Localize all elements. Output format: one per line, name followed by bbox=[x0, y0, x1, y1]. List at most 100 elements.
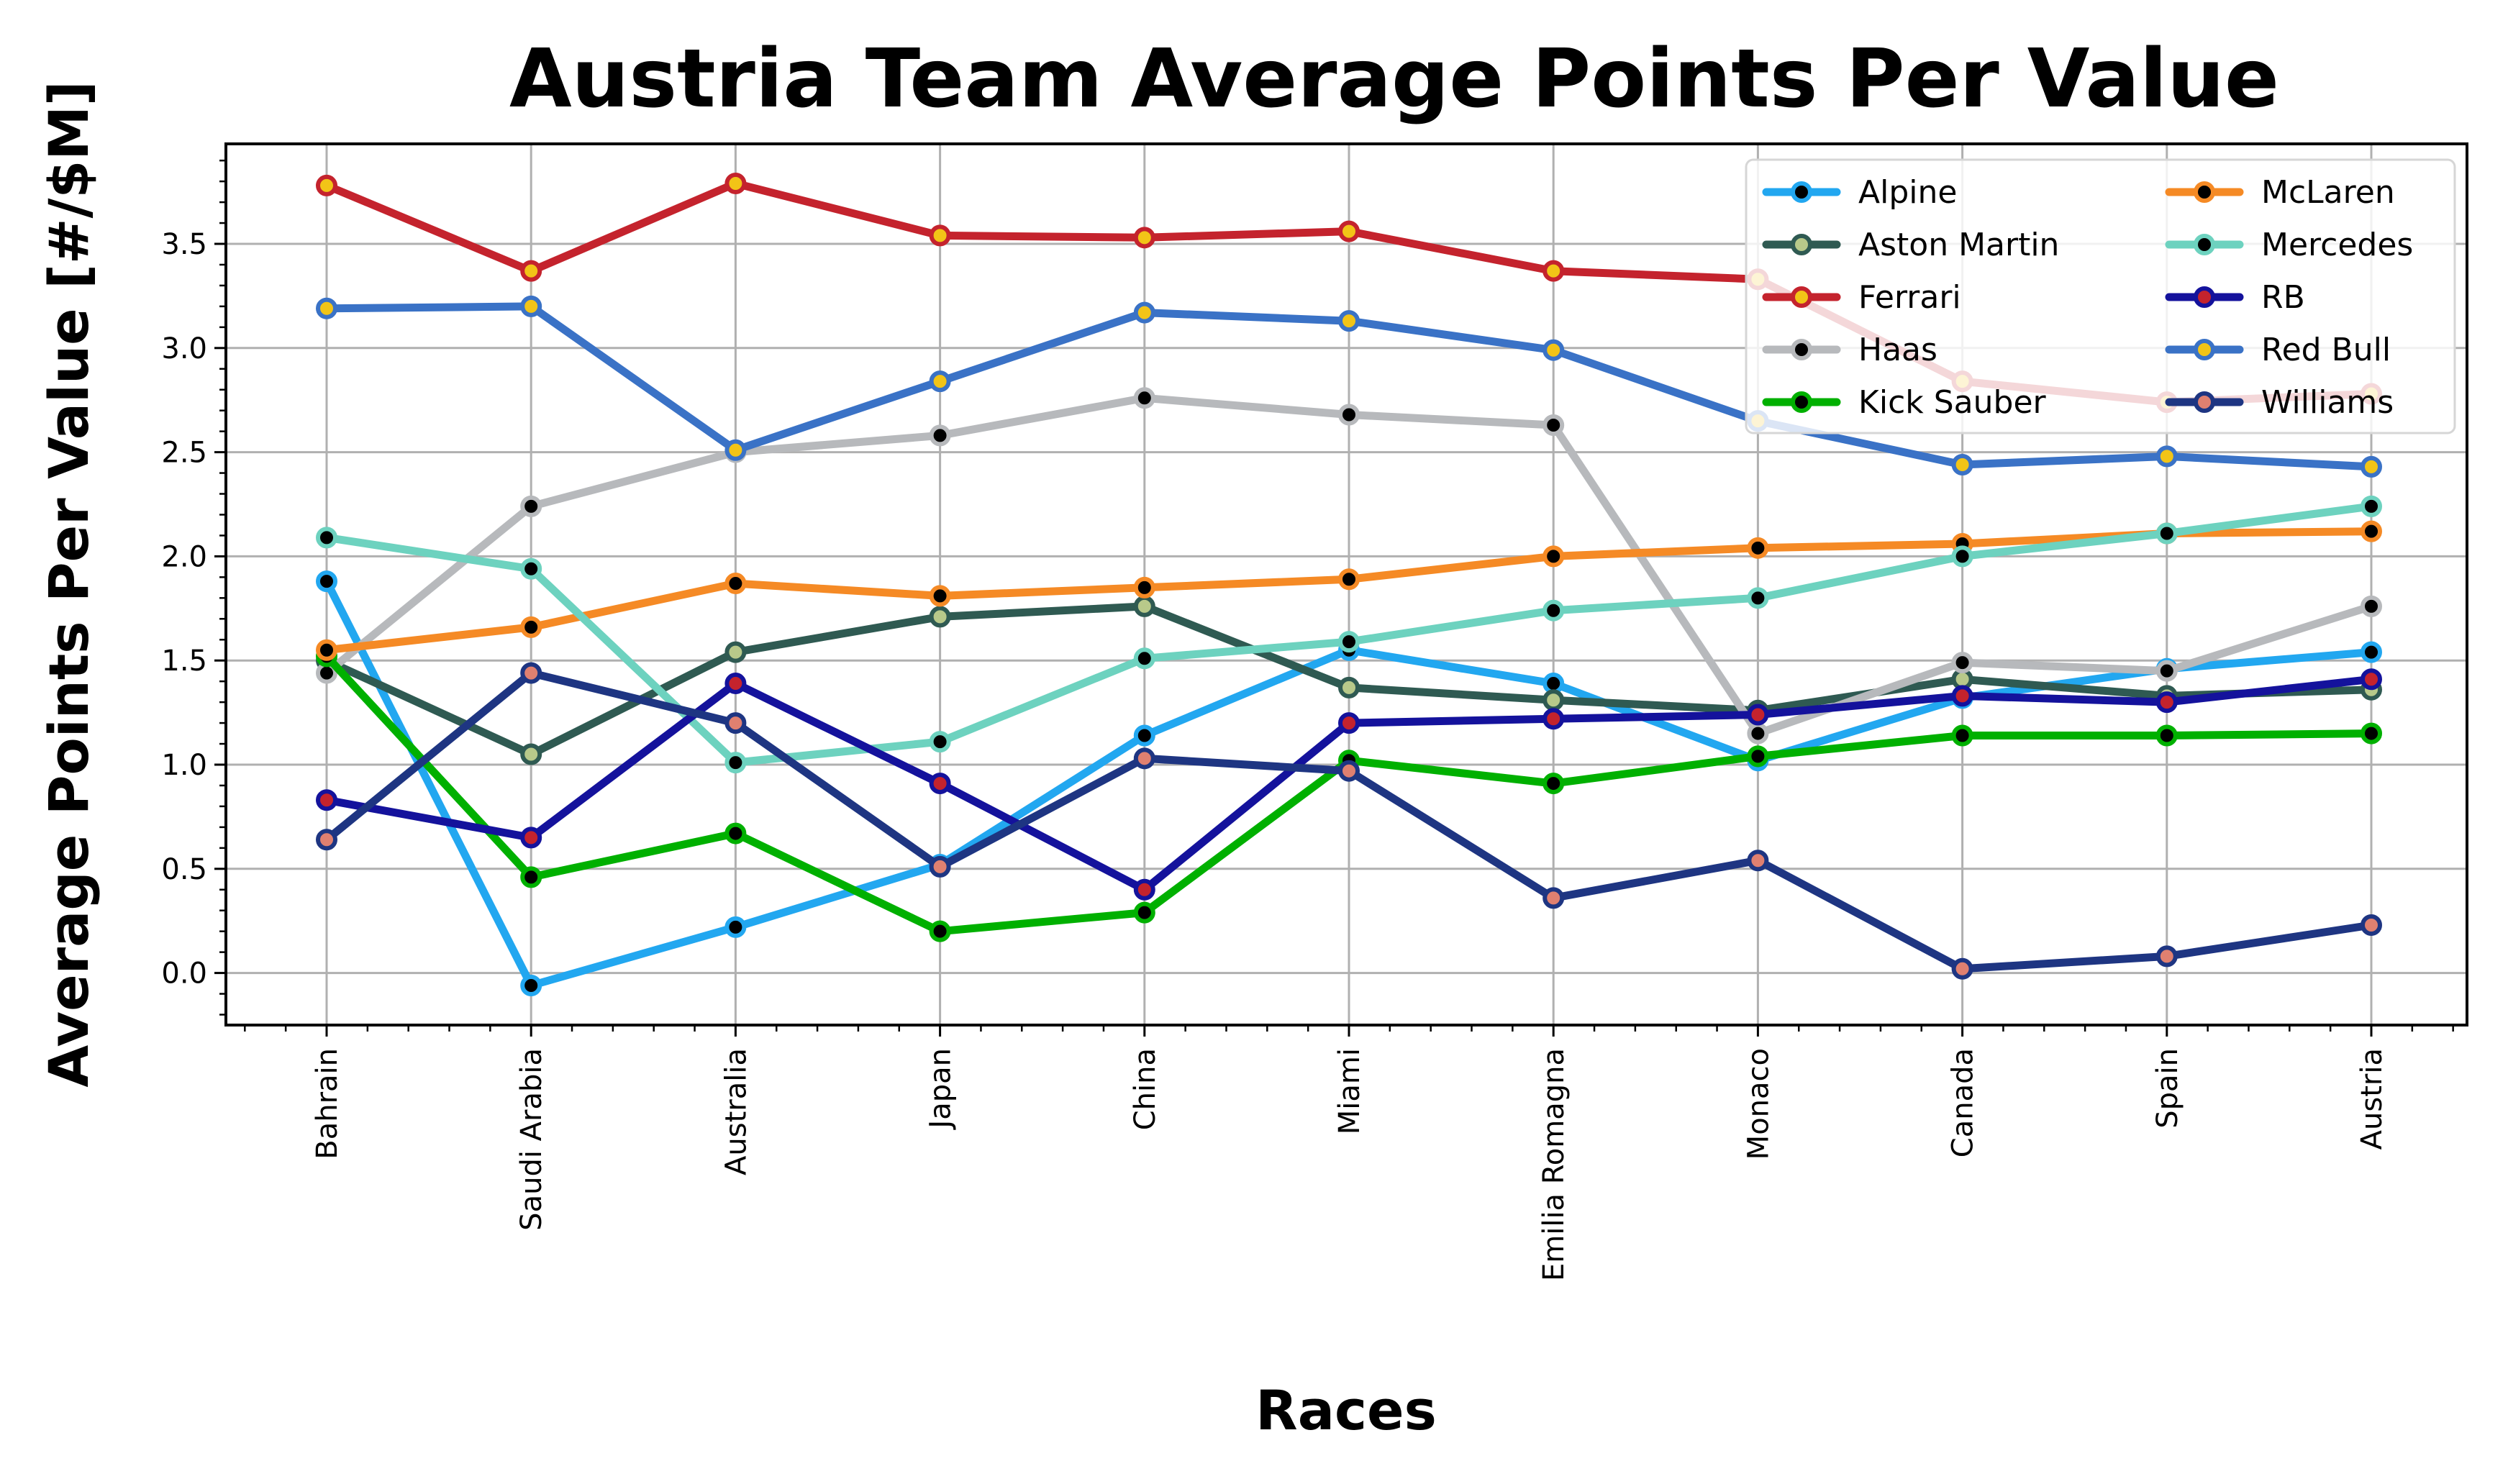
data-point bbox=[1951, 652, 1973, 674]
series-rb bbox=[316, 668, 2382, 901]
legend-box bbox=[1745, 158, 2456, 434]
legend-marker bbox=[2194, 234, 2215, 255]
data-point bbox=[929, 370, 951, 393]
data-point bbox=[520, 260, 542, 282]
data-point bbox=[520, 557, 542, 580]
legend-label: RB bbox=[2261, 279, 2305, 316]
legend-label: Williams bbox=[2261, 384, 2394, 421]
legend-item: Williams bbox=[2165, 384, 2394, 421]
data-point bbox=[929, 224, 951, 247]
data-point bbox=[520, 495, 542, 517]
data-point bbox=[2361, 914, 2382, 936]
legend-item: Alpine bbox=[1762, 174, 1957, 211]
series-mclaren bbox=[316, 520, 2382, 661]
data-point bbox=[724, 573, 747, 595]
data-point bbox=[520, 616, 542, 638]
data-point bbox=[520, 866, 542, 888]
data-point bbox=[929, 731, 951, 753]
legend-label: McLaren bbox=[2261, 174, 2395, 211]
data-point bbox=[1747, 745, 1769, 768]
series-red-bull bbox=[316, 295, 2382, 478]
axis-ticks: 0.0 0.5 1.0 1.5 2.0 2.5 3.0 3.5 Bahrain Saudi Ara… bbox=[161, 159, 2454, 1281]
data-point bbox=[1747, 722, 1769, 745]
legend-item: McLaren bbox=[2165, 174, 2395, 211]
data-point bbox=[1133, 595, 1155, 617]
legend: Alpine Aston Martin Ferrari Haas Kick Sauber… bbox=[1745, 158, 2456, 434]
y-tick-label: 2.0 bbox=[161, 540, 207, 573]
legend-item: Aston Martin bbox=[1762, 227, 2059, 263]
data-point bbox=[1338, 760, 1360, 782]
data-point bbox=[1133, 878, 1155, 901]
x-tick-label: Miami bbox=[1333, 1048, 1366, 1134]
data-point bbox=[1747, 587, 1769, 609]
legend-label: Aston Martin bbox=[1858, 227, 2059, 263]
legend-label: Red Bull bbox=[2261, 332, 2391, 368]
x-tick-label: Australia bbox=[719, 1048, 753, 1175]
legend-item: Haas bbox=[1762, 332, 1937, 368]
legend-item: RB bbox=[2165, 279, 2305, 316]
x-tick-label: Saudi Arabia bbox=[515, 1048, 548, 1231]
data-point bbox=[1338, 568, 1360, 591]
y-tick-label: 1.5 bbox=[161, 645, 207, 678]
data-point bbox=[520, 974, 542, 996]
data-point bbox=[2155, 724, 2178, 747]
data-point bbox=[2155, 945, 2178, 968]
data-point bbox=[1133, 301, 1155, 324]
x-tick-label: Canada bbox=[1947, 1048, 1980, 1157]
legend-marker bbox=[1791, 391, 1812, 413]
data-point bbox=[1542, 773, 1565, 795]
data-point bbox=[929, 773, 951, 795]
data-point bbox=[2361, 595, 2382, 617]
data-point bbox=[1951, 724, 1973, 747]
legend-marker bbox=[1791, 339, 1812, 360]
legend-item: Kick Sauber bbox=[1762, 384, 2047, 421]
data-point bbox=[316, 639, 337, 661]
data-point bbox=[1133, 724, 1155, 747]
data-point bbox=[1133, 647, 1155, 670]
legend-marker bbox=[1791, 234, 1812, 255]
data-point bbox=[1338, 631, 1360, 653]
data-point bbox=[1542, 887, 1565, 909]
data-point bbox=[1542, 414, 1565, 436]
data-point bbox=[2155, 445, 2178, 468]
x-tick-label: China bbox=[1129, 1048, 1162, 1130]
data-point bbox=[724, 916, 747, 938]
data-point bbox=[1133, 387, 1155, 409]
data-point bbox=[316, 789, 337, 811]
data-point bbox=[520, 295, 542, 317]
data-point bbox=[1951, 453, 1973, 475]
data-point bbox=[2155, 522, 2178, 545]
data-point bbox=[316, 174, 337, 196]
data-point bbox=[316, 829, 337, 851]
x-tick-label: Emilia Romagna bbox=[1537, 1048, 1571, 1281]
data-point bbox=[2361, 495, 2382, 517]
x-tick-label: Austria bbox=[2355, 1048, 2389, 1150]
series-williams bbox=[316, 662, 2382, 980]
data-point bbox=[1133, 576, 1155, 598]
data-point bbox=[1133, 227, 1155, 249]
data-point bbox=[929, 424, 951, 447]
data-point bbox=[724, 439, 747, 461]
data-point bbox=[724, 712, 747, 734]
y-tick-label: 0.5 bbox=[161, 853, 207, 886]
chart-title: Austria Team Average Points Per Value bbox=[509, 32, 2279, 126]
legend-label: Mercedes bbox=[2261, 227, 2413, 263]
y-tick-label: 1.0 bbox=[161, 749, 207, 782]
data-point bbox=[1542, 689, 1565, 711]
data-point bbox=[724, 173, 747, 195]
series-haas bbox=[316, 387, 2382, 745]
data-point bbox=[1338, 220, 1360, 242]
data-point bbox=[1542, 708, 1565, 730]
data-point bbox=[724, 641, 747, 663]
data-point bbox=[1747, 537, 1769, 559]
y-tick-label: 0.0 bbox=[161, 957, 207, 991]
data-point bbox=[929, 855, 951, 878]
data-point bbox=[2361, 641, 2382, 663]
legend-marker bbox=[1791, 286, 1812, 308]
series-kick-sauber bbox=[316, 645, 2382, 942]
data-point bbox=[1951, 957, 1973, 980]
data-point bbox=[316, 297, 337, 319]
legend-label: Kick Sauber bbox=[1858, 384, 2047, 421]
data-point bbox=[2361, 520, 2382, 542]
data-point bbox=[2361, 722, 2382, 745]
